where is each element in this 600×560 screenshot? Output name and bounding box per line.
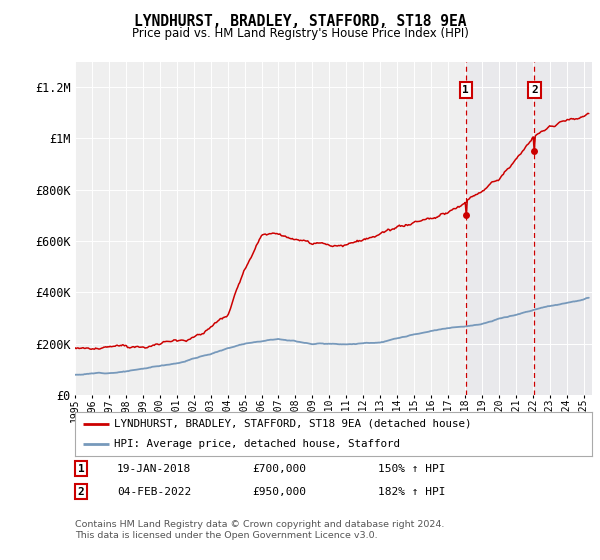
Text: 182% ↑ HPI: 182% ↑ HPI [378, 487, 445, 497]
Text: LYNDHURST, BRADLEY, STAFFORD, ST18 9EA: LYNDHURST, BRADLEY, STAFFORD, ST18 9EA [134, 14, 466, 29]
Bar [466, 62, 592, 395]
Text: 1: 1 [77, 464, 85, 474]
Text: Contains HM Land Registry data © Crown copyright and database right 2024.
This d: Contains HM Land Registry data © Crown c… [75, 520, 445, 540]
Text: 19-JAN-2018: 19-JAN-2018 [117, 464, 191, 474]
Text: 1: 1 [463, 85, 469, 95]
Text: Price paid vs. HM Land Registry's House Price Index (HPI): Price paid vs. HM Land Registry's House … [131, 27, 469, 40]
Text: HPI: Average price, detached house, Stafford: HPI: Average price, detached house, Staf… [114, 439, 400, 449]
Text: 04-FEB-2022: 04-FEB-2022 [117, 487, 191, 497]
Text: £700,000: £700,000 [252, 464, 306, 474]
Text: 2: 2 [531, 85, 538, 95]
Text: 2: 2 [77, 487, 85, 497]
Text: 150% ↑ HPI: 150% ↑ HPI [378, 464, 445, 474]
Text: £950,000: £950,000 [252, 487, 306, 497]
Text: LYNDHURST, BRADLEY, STAFFORD, ST18 9EA (detached house): LYNDHURST, BRADLEY, STAFFORD, ST18 9EA (… [114, 419, 471, 429]
